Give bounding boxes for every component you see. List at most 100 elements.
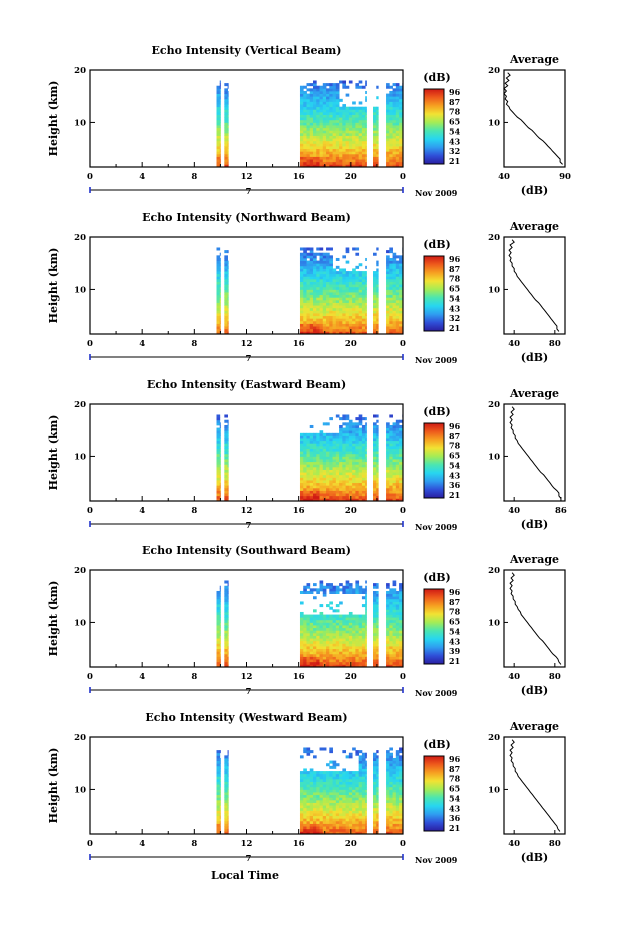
heatmap-cell (329, 614, 333, 618)
heatmap-cell (361, 818, 366, 822)
heatmap-cell (309, 255, 314, 259)
heatmap-cell (345, 482, 350, 486)
heatmap-cell (358, 635, 363, 639)
heatmap-cell (365, 585, 367, 589)
heatmap-cell (342, 125, 347, 129)
colorbar-tick-label: 96 (449, 87, 461, 97)
heatmap-cell (339, 125, 343, 129)
heatmap-cell (319, 315, 324, 319)
heatmap-cell (219, 151, 221, 155)
heatmap-cell (224, 590, 228, 594)
heatmap-cell (348, 653, 353, 657)
heatmap-cell (352, 635, 356, 639)
heatmap-cell (389, 459, 393, 463)
heatmap-cell (316, 104, 320, 108)
heatmap-cell (361, 459, 366, 463)
heatmap-cell (306, 445, 311, 449)
heatmap-cell (365, 127, 367, 131)
heatmap-cell (345, 784, 350, 788)
heatmap-cell (345, 278, 350, 282)
heatmap-cell (348, 493, 353, 497)
heatmap-cell (313, 143, 317, 147)
heatmap-cell (224, 161, 228, 165)
heatmap-cell (309, 151, 314, 155)
heatmap-cell (313, 315, 317, 319)
heatmap-cell (342, 792, 347, 796)
heatmap-cell (376, 268, 379, 272)
heatmap-cell (348, 80, 353, 84)
heatmap-cell (303, 161, 307, 165)
heatmap-cell (342, 750, 347, 754)
heatmap-cell (319, 111, 324, 115)
heatmap-cell (335, 630, 340, 634)
heatmap-cell (329, 315, 333, 319)
heatmap-cell (355, 792, 360, 796)
heatmap-cell (358, 302, 363, 306)
heatmap-cell (386, 307, 390, 311)
heatmap-cell (227, 757, 229, 761)
heatmap-cell (299, 461, 304, 465)
heatmap-cell (224, 109, 228, 113)
heatmap-cell (345, 132, 350, 136)
heatmap-cell (335, 797, 340, 801)
heatmap-cell (392, 315, 397, 319)
heatmap-cell (306, 297, 311, 301)
heatmap-cell (345, 435, 350, 439)
heatmap-cell (309, 794, 314, 798)
heatmap-cell (309, 625, 314, 629)
heatmap-cell (392, 640, 397, 644)
heatmap-cell (399, 619, 403, 623)
heatmap-cell (224, 153, 228, 157)
heatmap-cell (399, 292, 403, 296)
heatmap-cell (316, 632, 320, 636)
heatmap-cell (373, 297, 377, 301)
panel-title: Echo Intensity (Westward Beam) (145, 711, 347, 724)
heatmap-cell (342, 278, 347, 282)
heatmap-cell (361, 281, 366, 285)
heatmap-cell (219, 83, 221, 87)
heatmap-cell (219, 477, 221, 481)
heatmap-cell (303, 627, 307, 631)
heatmap-cell (313, 771, 317, 775)
heatmap-cell (332, 164, 337, 168)
heatmap-cell (395, 85, 400, 89)
heatmap-cell (335, 799, 340, 803)
heatmap-cell (326, 307, 330, 311)
heatmap-cell (392, 588, 397, 592)
heatmap-cell (348, 826, 353, 830)
heatmap-cell (313, 656, 317, 660)
heatmap-cell (399, 760, 403, 764)
heatmap-cell (306, 638, 311, 642)
heatmap-cell (227, 771, 229, 775)
heatmap-cell (345, 292, 350, 296)
heatmap-cell (335, 132, 340, 136)
heatmap-cell (313, 153, 317, 157)
heatmap-cell (303, 807, 307, 811)
heatmap-cell (326, 810, 330, 814)
colorbar-tick-label: 21 (449, 490, 460, 500)
heatmap-cell (216, 140, 221, 144)
heatmap-cell (389, 286, 393, 290)
heatmap-cell (365, 755, 367, 759)
heatmap-cell (389, 164, 393, 168)
heatmap-cell (392, 132, 397, 136)
heatmap-cell (306, 485, 311, 489)
heatmap-cell (395, 653, 400, 657)
heatmap-cell (392, 140, 397, 144)
heatmap-cell (361, 153, 366, 157)
heatmap-cell (392, 114, 397, 118)
heatmap-cell (219, 622, 221, 626)
heatmap-cell (224, 474, 228, 478)
heatmap-cell (332, 495, 337, 499)
heatmap-cell (395, 159, 400, 163)
heatmap-cell (227, 307, 229, 311)
x-tick-label: 12 (241, 506, 253, 516)
heatmap-cell (303, 810, 307, 814)
heatmap-cell (329, 111, 333, 115)
heatmap-cell (399, 424, 403, 428)
heatmap-cell (227, 490, 229, 494)
heatmap-cell (303, 151, 307, 155)
heatmap-cell (361, 638, 366, 642)
heatmap-cell (339, 461, 343, 465)
heatmap-cell (395, 294, 400, 298)
